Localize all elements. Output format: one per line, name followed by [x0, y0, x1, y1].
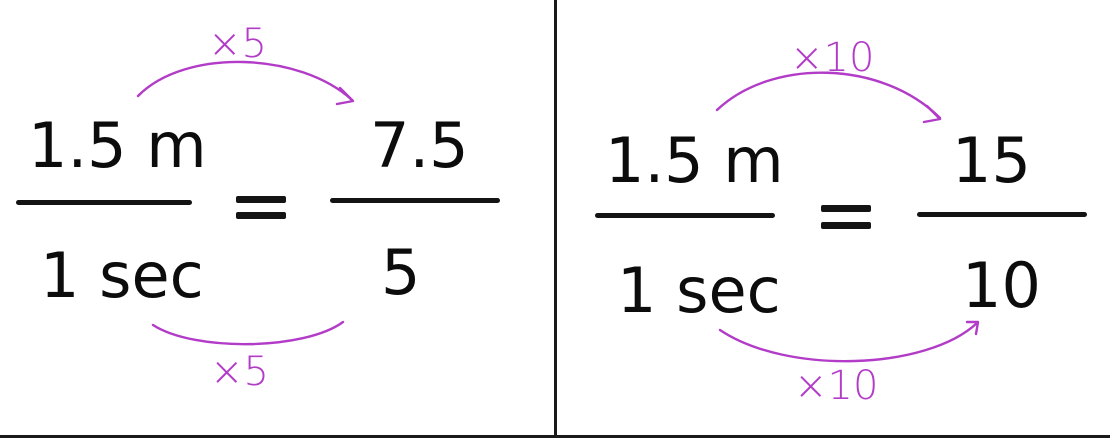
left-numerator-1: 1.5 m [28, 109, 207, 182]
top-arrowhead [335, 86, 355, 106]
top-arrowhead [922, 104, 942, 124]
left-arrows [136, 60, 355, 346]
left-equation-panel: ×5 ×5 1.5 m 1 sec 7.5 5 [0, 0, 555, 437]
right-arrows [715, 71, 980, 363]
bottom-curved-arrow [151, 320, 345, 346]
left-equals-bottom-stroke [236, 212, 286, 219]
right-denominator-1: 1 sec [617, 254, 781, 327]
left-fraction-bar-1 [16, 200, 192, 205]
left-top-multiplier: ×5 [208, 21, 267, 67]
right-denominator-2: 10 [962, 249, 1041, 322]
right-fraction-bar-2 [917, 212, 1087, 217]
right-numerator-2: 15 [952, 124, 1031, 197]
left-fraction-bar-2 [330, 198, 500, 203]
bottom-arrowhead [965, 320, 980, 336]
panel-divider [554, 0, 557, 437]
left-numerator-2: 7.5 [370, 109, 469, 182]
left-denominator-1: 1 sec [40, 239, 204, 312]
left-bottom-multiplier: ×5 [210, 349, 269, 395]
right-equation-panel: ×10 ×10 1.5 m 1 sec 15 10 [557, 0, 1110, 437]
right-top-multiplier: ×10 [790, 35, 875, 81]
left-equals-top-stroke [236, 196, 286, 203]
right-bottom-multiplier: ×10 [794, 363, 879, 409]
bottom-curved-arrow [718, 321, 979, 363]
right-equals-bottom-stroke [821, 222, 871, 229]
top-curved-arrow [136, 60, 354, 102]
left-denominator-2: 5 [381, 236, 421, 309]
bottom-border [0, 435, 1110, 438]
right-numerator-1: 1.5 m [605, 124, 784, 197]
top-curved-arrow [715, 71, 942, 120]
right-equals-top-stroke [821, 205, 871, 212]
right-fraction-bar-1 [595, 213, 775, 218]
